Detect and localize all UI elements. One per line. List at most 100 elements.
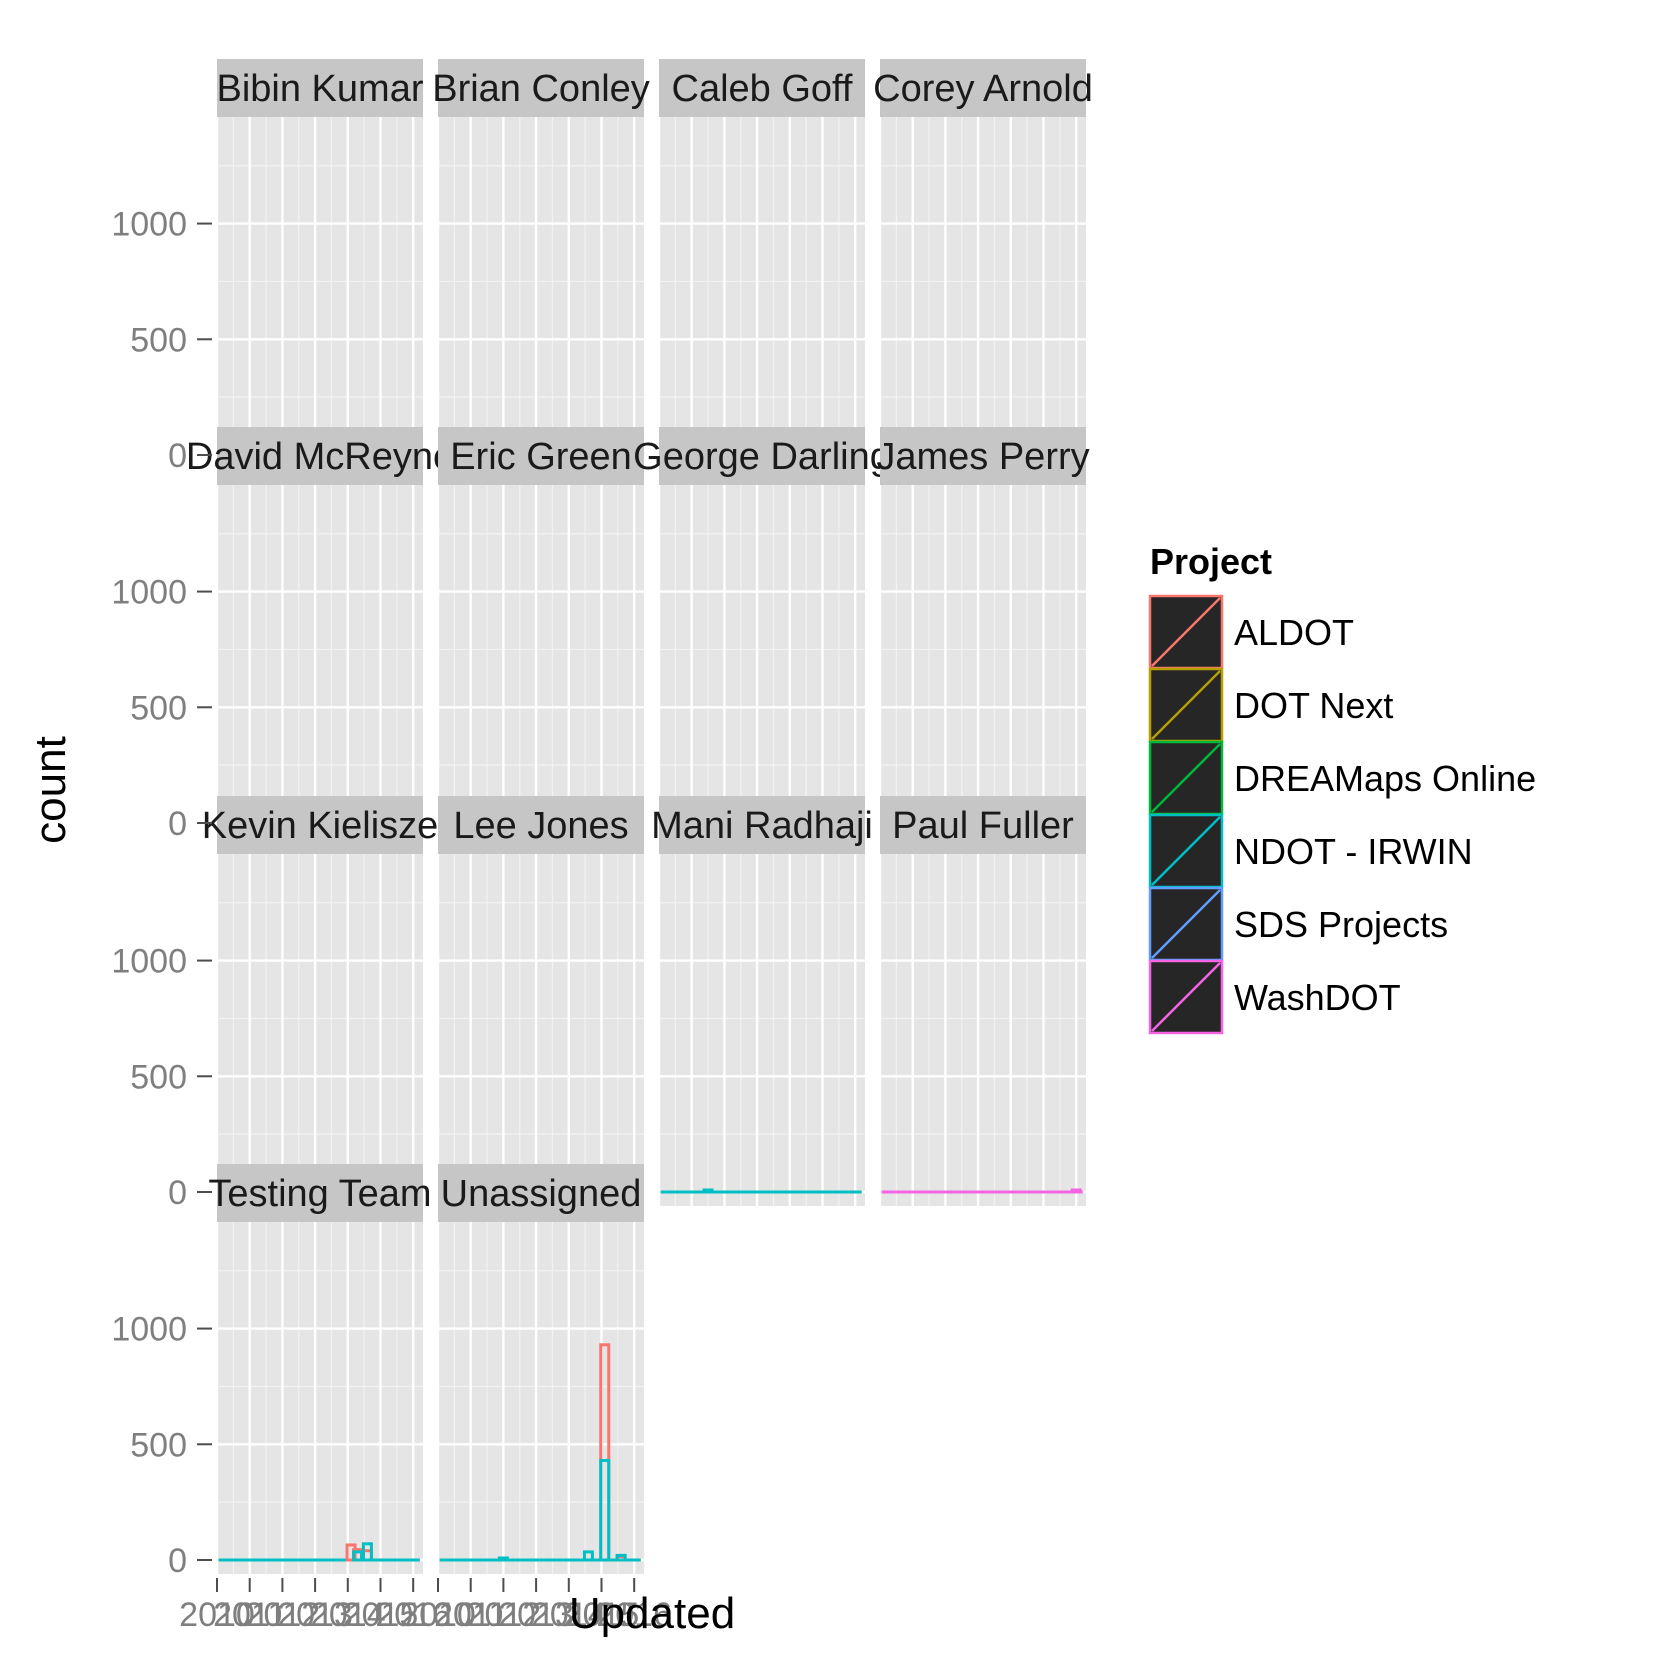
facet-strip <box>659 59 865 117</box>
y-tick-label: 500 <box>130 321 187 359</box>
facet-strip <box>659 427 865 485</box>
histogram-bin <box>599 1458 611 1562</box>
facet-strip <box>438 1164 644 1222</box>
histogram-bin <box>1070 1188 1082 1194</box>
x-tick-label: 2010 <box>400 1596 476 1634</box>
y-tick-label: 500 <box>130 689 187 727</box>
facet-label: Caleb Goff <box>672 68 853 110</box>
plot-background <box>438 117 644 469</box>
facet-panel: George Darling <box>633 427 891 837</box>
plot-background <box>217 1222 423 1574</box>
facet-strip <box>217 427 423 485</box>
facet-label: Paul Fuller <box>892 805 1074 847</box>
facet-label: Bibin Kumar <box>217 68 424 110</box>
x-tick-label: 2015 <box>343 1596 419 1634</box>
facet-panel: Unassigned <box>436 1164 644 1574</box>
plot-background <box>880 485 1086 837</box>
legend-key-line <box>1151 743 1221 813</box>
x-tick-label: 2011 <box>213 1596 286 1634</box>
y-tick-label: 0 <box>168 1542 187 1580</box>
x-tick-label: 2014 <box>531 1596 607 1634</box>
plot-background <box>217 117 423 469</box>
legend-item: DREAMaps Online <box>1148 740 1536 816</box>
facet-label: David McReyno <box>186 436 454 478</box>
y-tick-label: 1000 <box>111 943 187 981</box>
facet-panel: Mani Radhaji <box>651 796 873 1206</box>
y-tick-label: 1000 <box>111 206 187 244</box>
x-axis-title: Updated <box>569 1589 735 1638</box>
legend-item: ALDOT <box>1148 594 1354 670</box>
x-tick-label: 2016 <box>375 1596 451 1634</box>
y-axis-title: count <box>26 736 75 844</box>
x-tick-label: 2013 <box>498 1596 574 1634</box>
facet-strip <box>217 1164 423 1222</box>
facet-panel: Testing Team <box>208 1164 432 1574</box>
facet-strip <box>438 796 644 854</box>
y-axes: 0 500 1000 0 500 1000 0 500 1000 0 500 1000 <box>111 206 212 1580</box>
x-tick-label: 2011 <box>434 1596 507 1634</box>
facet-panel: Bibin Kumar <box>215 59 424 469</box>
facet-label: Eric Green <box>450 436 632 478</box>
histogram-bin <box>615 1553 627 1562</box>
legend-label: SDS Projects <box>1234 904 1448 945</box>
legend-title: Project <box>1150 541 1272 582</box>
facet-label: James Perry <box>876 436 1089 478</box>
y-tick-label: 1000 <box>111 574 187 612</box>
plot-background <box>438 854 644 1206</box>
legend-label: WashDOT <box>1234 977 1401 1018</box>
histogram-bin <box>582 1550 594 1562</box>
legend-label: NDOT - IRWIN <box>1234 831 1473 872</box>
plot-background <box>880 117 1086 469</box>
y-tick-label: 500 <box>130 1058 187 1096</box>
facet-label: Unassigned <box>441 1173 642 1215</box>
histogram-bin <box>497 1556 509 1562</box>
facet-label: George Darling <box>633 436 891 478</box>
legend-item: DOT Next <box>1148 667 1393 743</box>
facet-strip <box>880 427 1086 485</box>
facet-label: Lee Jones <box>453 805 628 847</box>
facet-strip <box>880 59 1086 117</box>
legend-key-line <box>1151 816 1221 886</box>
x-tick-label: 2013 <box>277 1596 353 1634</box>
facet-panel: Corey Arnold <box>873 59 1093 469</box>
facet-strip <box>217 59 423 117</box>
facet-panel: Kevin Kielisze <box>202 796 439 1206</box>
facet-label: Brian Conley <box>432 68 650 110</box>
facet-strip <box>438 427 644 485</box>
y-tick-label: 0 <box>168 437 187 475</box>
facet-panel: Caleb Goff <box>657 59 865 469</box>
facet-label: Kevin Kielisze <box>202 805 439 847</box>
x-tick-label: 2016 <box>596 1596 672 1634</box>
facet-strip <box>659 796 865 854</box>
facet-label: Testing Team <box>208 1173 431 1215</box>
x-axis: 2010201120122013201420152016201020112012… <box>179 1578 672 1634</box>
legend-item: NDOT - IRWIN <box>1148 813 1473 889</box>
x-tick-label: 2010 <box>179 1596 255 1634</box>
plot-background <box>659 485 865 837</box>
facet-panel: Brian Conley <box>432 59 650 469</box>
facet-panel: James Perry <box>876 427 1090 837</box>
facet-label: Corey Arnold <box>873 68 1093 110</box>
plot-background <box>659 854 865 1206</box>
legend-label: ALDOT <box>1234 612 1354 653</box>
facet-strip <box>880 796 1086 854</box>
facet-panel: Eric Green <box>436 427 644 837</box>
facet-panel: Lee Jones <box>436 796 644 1206</box>
histogram-bin <box>702 1188 714 1194</box>
facet-panel: David McReyno <box>186 427 454 837</box>
y-tick-label: 500 <box>130 1426 187 1464</box>
legend-key-line <box>1151 889 1221 959</box>
facet-panel: Paul Fuller <box>878 796 1086 1206</box>
histogram-bin <box>352 1550 364 1562</box>
x-tick-label: 2014 <box>310 1596 386 1634</box>
legend-key-line <box>1151 597 1221 667</box>
plot-background <box>438 1222 644 1574</box>
facet-label: Mani Radhaji <box>651 805 873 847</box>
legend-label: DOT Next <box>1234 685 1393 726</box>
legend-item: WashDOT <box>1148 959 1401 1035</box>
plot-background <box>217 485 423 837</box>
facet-strip <box>438 59 644 117</box>
plot-background <box>217 854 423 1206</box>
y-tick-label: 0 <box>168 805 187 843</box>
